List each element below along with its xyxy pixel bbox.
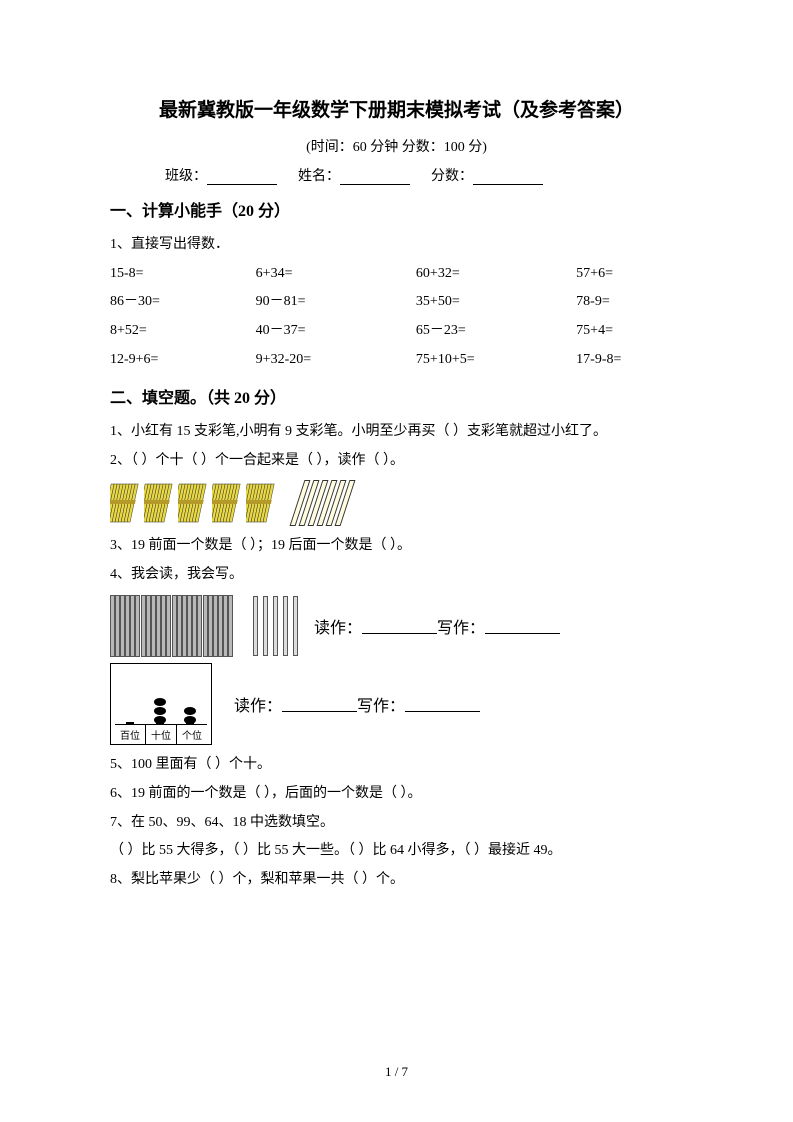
s2-q7b: （ ）比 55 大得多，（ ）比 55 大一些。（ ）比 64 小得多，（ ）最… bbox=[110, 837, 683, 866]
s2-q5: 5、100 里面有（ ）个十。 bbox=[110, 751, 683, 780]
calc-cell: 40－37= bbox=[256, 317, 416, 346]
q4-write2: 写作： bbox=[357, 692, 405, 716]
calc-cell: 75+10+5= bbox=[416, 346, 576, 375]
q4-read2-blank[interactable] bbox=[282, 697, 357, 712]
tall-bundle-icon bbox=[141, 595, 171, 657]
calc-cell: 60+32= bbox=[416, 260, 576, 289]
bead-icon bbox=[184, 707, 196, 715]
q4-write1: 写作： bbox=[437, 614, 485, 638]
q4-write1-blank[interactable] bbox=[485, 619, 560, 634]
calc-cell: 15-8= bbox=[110, 260, 256, 289]
calc-cell: 90－81= bbox=[256, 288, 416, 317]
s2-q1: 1、小红有 15 支彩笔,小明有 9 支彩笔。小明至少再买（ ）支彩笔就超过小红… bbox=[110, 418, 683, 447]
calc-row: 15-8=6+34=60+32=57+6= bbox=[110, 260, 683, 289]
bead-icon bbox=[154, 707, 166, 715]
calc-cell: 75+4= bbox=[576, 317, 683, 346]
bead-icon bbox=[184, 716, 196, 724]
calc-cell: 35+50= bbox=[416, 288, 576, 317]
abacus-ones-label: 个位 bbox=[177, 725, 207, 744]
loose-stick-icon bbox=[263, 596, 268, 656]
q4-read2: 读作： bbox=[234, 692, 282, 716]
s2-q4-label: 4、我会读，我会写。 bbox=[110, 561, 683, 590]
class-label: 班级： bbox=[165, 169, 207, 184]
calc-cell: 12-9+6= bbox=[110, 346, 256, 375]
calc-cell: 78-9= bbox=[576, 288, 683, 317]
q4-read1: 读作： bbox=[314, 614, 362, 638]
calc-row: 8+52=40－37=65－23=75+4= bbox=[110, 317, 683, 346]
loose-stick-icon bbox=[293, 596, 298, 656]
bead-icon bbox=[154, 716, 166, 724]
calc-row: 86－30=90－81=35+50=78-9= bbox=[110, 288, 683, 317]
sticks-figure bbox=[110, 480, 683, 526]
bundle-icon bbox=[212, 480, 246, 526]
calc-cell: 9+32-20= bbox=[256, 346, 416, 375]
tall-sticks-figure bbox=[110, 595, 298, 657]
s2-q2: 2、（ ）个十（ ）个一合起来是（ ），读作（ ）。 bbox=[110, 447, 683, 476]
abacus-tens-label: 十位 bbox=[146, 725, 177, 744]
abacus-hundreds-label: 百位 bbox=[115, 725, 146, 744]
loose-stick-icon bbox=[253, 596, 258, 656]
section2-heading: 二、填空题。（共 20 分） bbox=[110, 384, 683, 408]
tall-bundle-icon bbox=[110, 595, 140, 657]
calc-cell: 8+52= bbox=[110, 317, 256, 346]
bundle-icon bbox=[110, 480, 144, 526]
class-blank[interactable] bbox=[207, 170, 277, 185]
q4-row1: 读作： 写作： bbox=[110, 595, 683, 657]
calc-cell: 86－30= bbox=[110, 288, 256, 317]
s2-q8: 8、梨比苹果少（ ）个，梨和苹果一共（ ）个。 bbox=[110, 866, 683, 895]
section1-heading: 一、计算小能手（20 分） bbox=[110, 197, 683, 221]
score-blank[interactable] bbox=[473, 170, 543, 185]
student-fields: 班级： 姓名： 分数： bbox=[110, 165, 683, 185]
score-label: 分数： bbox=[431, 169, 473, 184]
stick-bundles bbox=[110, 493, 280, 510]
loose-stick-icon bbox=[283, 596, 288, 656]
exam-meta: (时间：60 分钟 分数：100 分) bbox=[110, 136, 683, 156]
tall-bundle-icon bbox=[172, 595, 202, 657]
calc-cell: 17-9-8= bbox=[576, 346, 683, 375]
name-label: 姓名： bbox=[298, 169, 340, 184]
stick-singles bbox=[294, 493, 348, 510]
calc-cell: 65－23= bbox=[416, 317, 576, 346]
tall-bundle-icon bbox=[203, 595, 233, 657]
calc-cell: 57+6= bbox=[576, 260, 683, 289]
page-number: 1 / 7 bbox=[0, 1064, 793, 1080]
q4-write2-blank[interactable] bbox=[405, 697, 480, 712]
s2-q3: 3、19 前面一个数是（ ）；19 后面一个数是（ ）。 bbox=[110, 532, 683, 561]
bead-icon bbox=[154, 698, 166, 706]
bundle-icon bbox=[178, 480, 212, 526]
calc-cell: 6+34= bbox=[256, 260, 416, 289]
q4-row2: 百位 十位 个位 读作： 写作： bbox=[110, 663, 683, 745]
loose-stick-icon bbox=[273, 596, 278, 656]
bundle-icon bbox=[246, 480, 280, 526]
calc-table: 15-8=6+34=60+32=57+6=86－30=90－81=35+50=7… bbox=[110, 260, 683, 375]
s2-q7a: 7、在 50、99、64、18 中选数填空。 bbox=[110, 809, 683, 838]
name-blank[interactable] bbox=[340, 170, 410, 185]
page-title: 最新冀教版一年级数学下册期末模拟考试（及参考答案） bbox=[110, 95, 683, 122]
s1-q1-label: 1、直接写出得数． bbox=[110, 231, 683, 260]
q4-read1-blank[interactable] bbox=[362, 619, 437, 634]
abacus-figure: 百位 十位 个位 bbox=[110, 663, 212, 745]
exam-page: 最新冀教版一年级数学下册期末模拟考试（及参考答案） (时间：60 分钟 分数：1… bbox=[0, 0, 793, 1122]
s2-q6: 6、19 前面的一个数是（ ），后面的一个数是（ ）。 bbox=[110, 780, 683, 809]
bundle-icon bbox=[144, 480, 178, 526]
calc-row: 12-9+6=9+32-20=75+10+5=17-9-8= bbox=[110, 346, 683, 375]
